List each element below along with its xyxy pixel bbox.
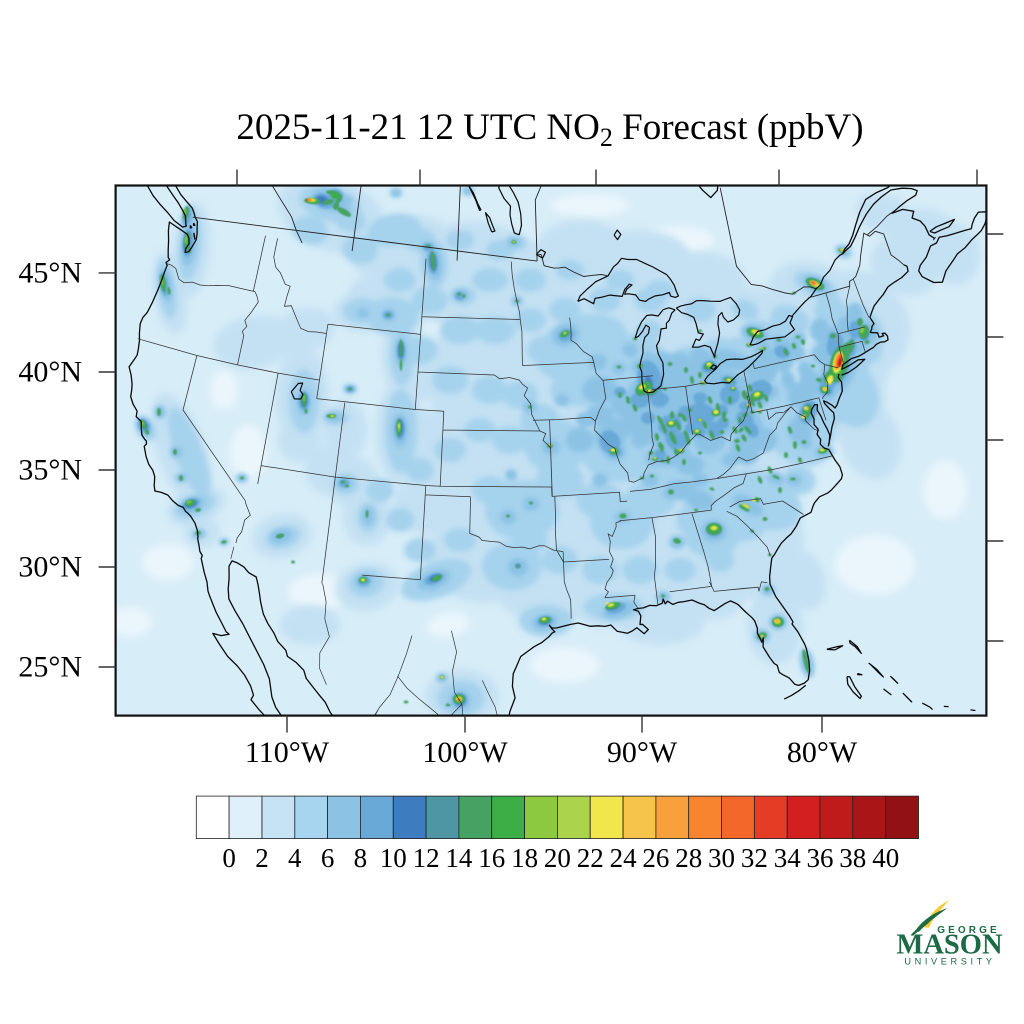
svg-text:8: 8 bbox=[354, 843, 368, 873]
svg-text:4: 4 bbox=[288, 843, 302, 873]
svg-text:36: 36 bbox=[807, 843, 834, 873]
svg-text:2: 2 bbox=[255, 843, 269, 873]
svg-text:14: 14 bbox=[445, 843, 473, 873]
svg-text:40°N: 40°N bbox=[18, 356, 82, 389]
svg-text:32: 32 bbox=[741, 843, 768, 873]
svg-text:18: 18 bbox=[511, 843, 538, 873]
svg-text:90°W: 90°W bbox=[607, 736, 678, 769]
svg-text:30: 30 bbox=[708, 843, 735, 873]
svg-text:40: 40 bbox=[872, 843, 899, 873]
svg-text:45°N: 45°N bbox=[18, 256, 82, 289]
svg-text:100°W: 100°W bbox=[422, 736, 508, 769]
svg-text:2025-11-21 12 UTC NO2 Forecast: 2025-11-21 12 UTC NO2 Forecast (ppbV) bbox=[236, 107, 863, 152]
svg-text:12: 12 bbox=[413, 843, 440, 873]
svg-text:6: 6 bbox=[321, 843, 335, 873]
svg-text:25°N: 25°N bbox=[18, 651, 82, 684]
svg-text:0: 0 bbox=[222, 843, 236, 873]
svg-text:26: 26 bbox=[642, 843, 669, 873]
svg-text:GEORGE: GEORGE bbox=[937, 925, 1000, 936]
svg-text:34: 34 bbox=[774, 843, 802, 873]
svg-text:30°N: 30°N bbox=[18, 551, 82, 584]
svg-text:38: 38 bbox=[839, 843, 866, 873]
svg-text:10: 10 bbox=[380, 843, 407, 873]
svg-text:28: 28 bbox=[675, 843, 702, 873]
svg-text:22: 22 bbox=[577, 843, 604, 873]
svg-text:24: 24 bbox=[610, 843, 638, 873]
svg-text:80°W: 80°W bbox=[787, 736, 858, 769]
svg-text:35°N: 35°N bbox=[18, 454, 82, 487]
svg-text:110°W: 110°W bbox=[245, 736, 330, 769]
svg-text:20: 20 bbox=[544, 843, 571, 873]
svg-text:UNIVERSITY: UNIVERSITY bbox=[904, 957, 995, 967]
svg-text:16: 16 bbox=[478, 843, 505, 873]
svg-text:MASON: MASON bbox=[896, 930, 1003, 961]
